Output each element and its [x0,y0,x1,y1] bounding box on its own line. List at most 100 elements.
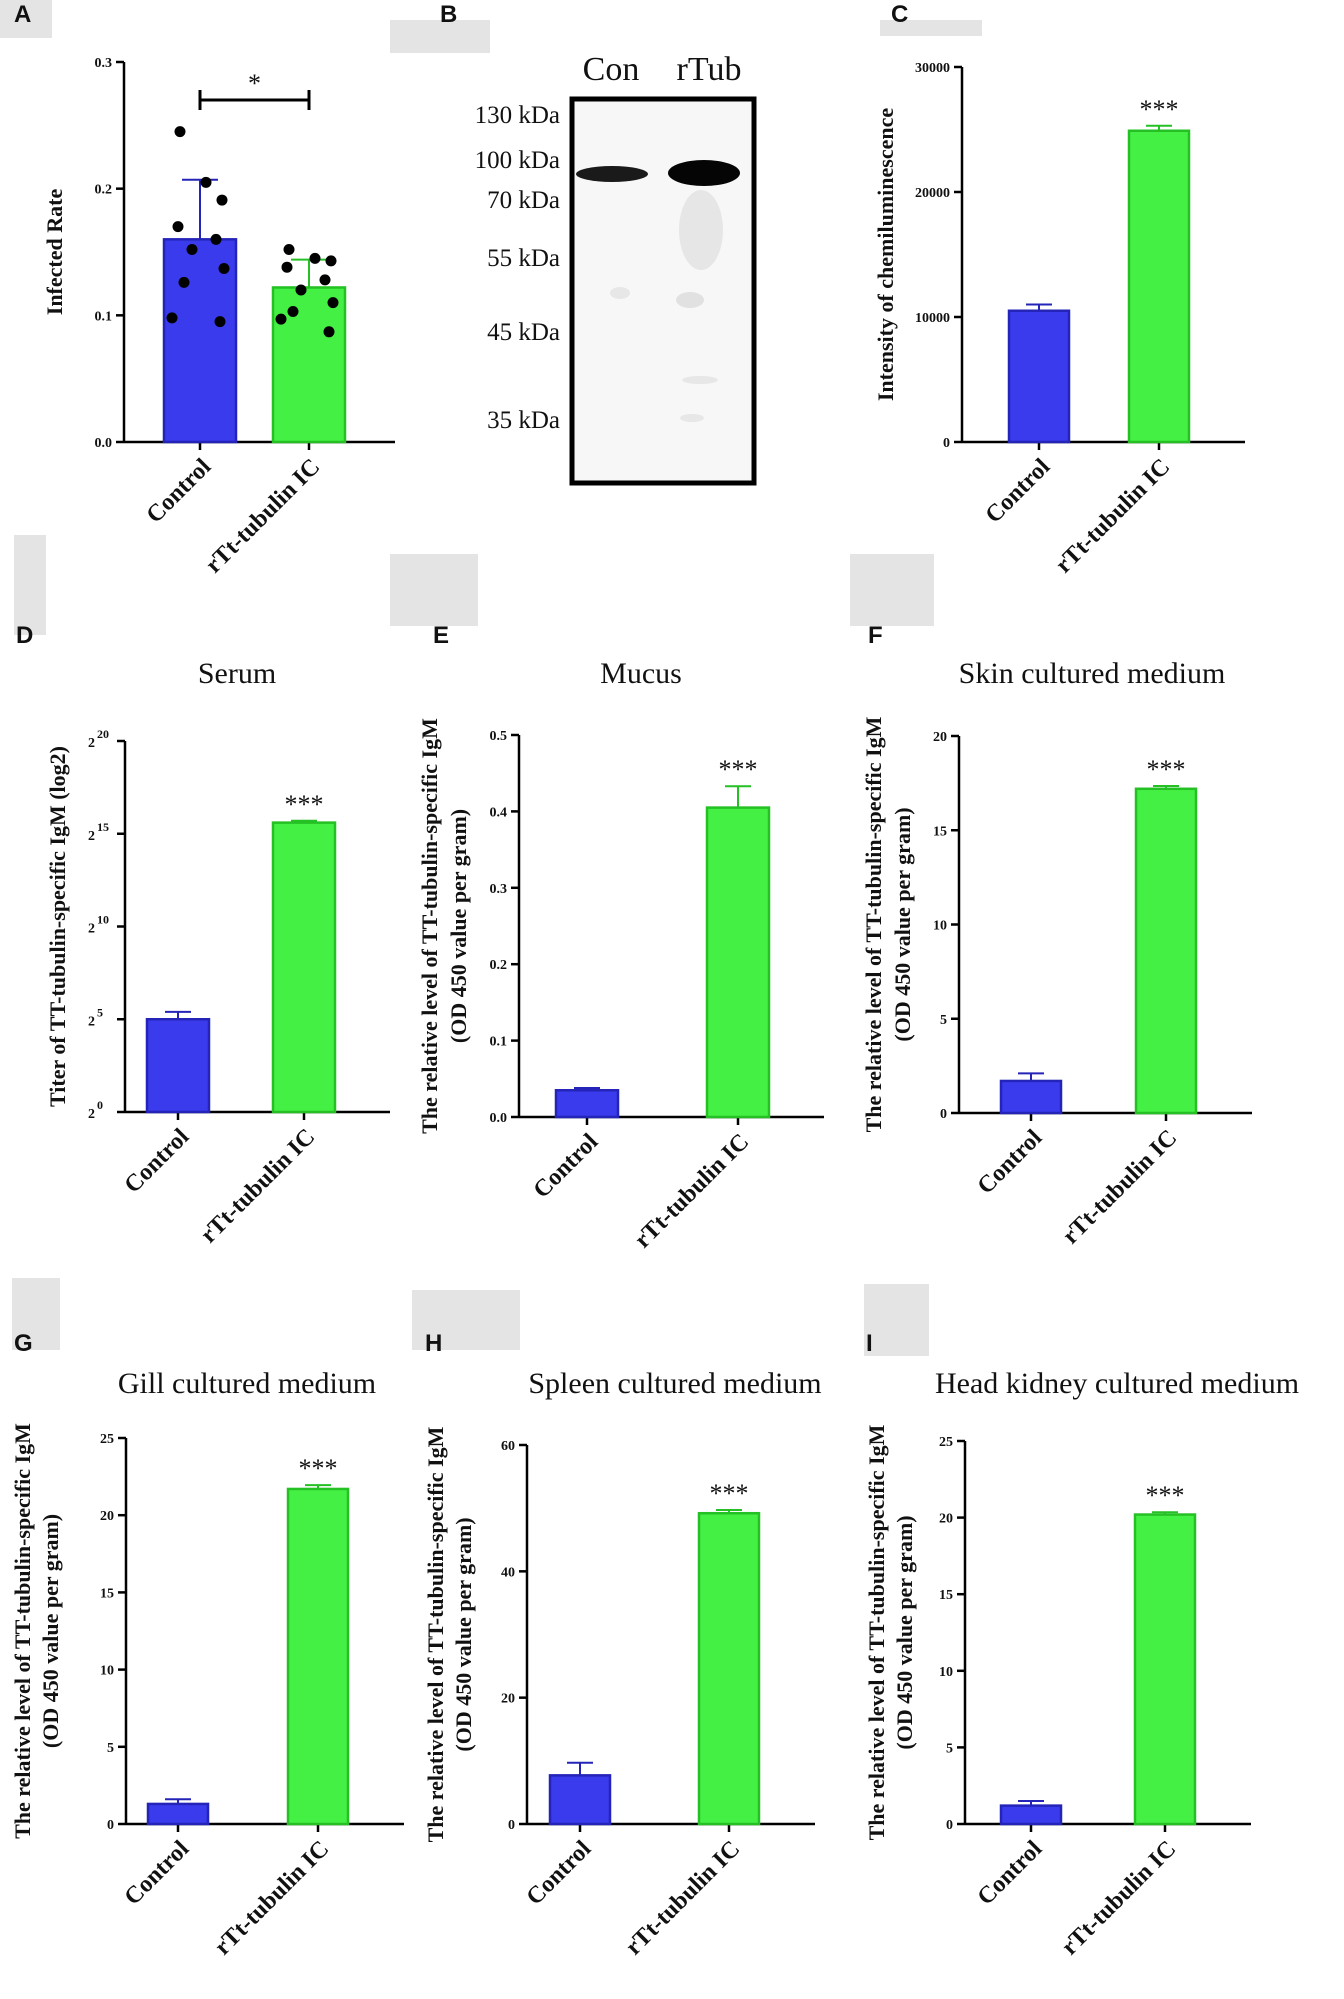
bar-rtt-tubulin-ic [705,806,771,1119]
y-tick-label: 5 [940,1013,947,1028]
bar-control [548,1774,612,1826]
data-point [200,176,212,188]
bar-rtt-tubulin-ic [1134,787,1198,1115]
y-tick-label: 20 [939,1512,953,1527]
panel-placeholder-box [864,1284,929,1356]
bar-rtt-tubulin-ic [271,821,337,1114]
y-tick-label: 0.3 [95,56,113,71]
panel-letter-f: F [868,622,883,649]
y-tick-label: 20 [100,1509,114,1524]
bar-rtt-tubulin-ic [286,1487,350,1826]
y-tick-label: 0.0 [490,1111,508,1126]
x-category-label: Control [522,1836,597,1911]
y-axis-subtitle: (OD 450 value per gram) [451,1517,476,1751]
panel-placeholder-box [390,20,490,53]
blot-lane-label-rtub: rTub [677,51,742,88]
data-point [309,252,321,264]
y-tick-label: 10 [939,1665,953,1680]
chart-title: Skin cultured medium [959,657,1226,690]
mw-marker-label: 45 kDa [487,319,560,346]
x-category-label: rTt-tubulin IC [1057,1836,1181,1960]
chart-title: Spleen cultured medium [528,1367,821,1400]
chart-title: Head kidney cultured medium [935,1367,1299,1400]
x-category-label: rTt-tubulin IC [621,1836,745,1960]
y-tick-label: 0.3 [490,882,508,897]
data-point [218,262,230,274]
y-tick-label: 10 [933,919,947,934]
data-point [186,243,198,255]
blot-smear [679,190,723,270]
y-tick-label: 0.2 [95,183,113,198]
y-tick-label: 15 [100,1586,114,1601]
panel-letter-a: A [14,1,31,28]
y-tick-label: 2 [88,1107,95,1122]
blot-smear [676,292,704,308]
y-tick-label: 15 [933,824,947,839]
mw-marker-label: 130 kDa [475,102,560,129]
y-axis-title: The relative level of TT-tubulin-specifi… [423,1426,448,1842]
x-category-label: rTt-tubulin IC [1058,1125,1182,1249]
y-tick-label: 0.1 [490,1035,508,1050]
y-axis-subtitle: (OD 450 value per gram) [38,1514,63,1748]
panel-letter-e: E [433,622,449,649]
data-point [216,194,228,206]
x-category-label: Control [973,1836,1048,1911]
data-point [281,261,293,273]
significance-label: *** [710,1479,749,1508]
y-tick-label: 0.4 [490,805,508,820]
blot-smear [682,376,718,384]
y-tick-label: 5 [107,1741,114,1756]
significance-label: *** [719,755,758,784]
data-point [327,297,339,309]
y-tick-exponent: 10 [97,913,109,927]
data-point [325,255,337,267]
panel-letter-c: C [891,1,908,28]
bar-rtt-tubulin-ic [271,286,347,444]
y-tick-label: 0 [946,1818,953,1833]
x-category-label: Control [981,454,1056,529]
x-category-label: Control [973,1125,1048,1200]
x-category-label: Control [142,454,217,529]
significance-label: * [248,69,261,98]
panel-letter-d: D [16,622,33,649]
y-tick-label: 5 [946,1741,953,1756]
y-axis-subtitle: (OD 450 value per gram) [890,807,915,1041]
mw-marker-label: 55 kDa [487,245,560,272]
bar-rtt-tubulin-ic [697,1511,761,1826]
chart-title: Gill cultured medium [118,1367,376,1400]
panel-letter-h: H [425,1330,442,1357]
chart-title: Mucus [600,657,682,690]
blot-smear [680,414,704,422]
y-tick-label: 0.0 [95,436,113,451]
data-point [178,276,190,288]
y-tick-exponent: 0 [97,1098,103,1112]
blot-band-con [576,166,648,182]
data-point [214,316,226,328]
y-axis-title: The relative level of TT-tubulin-specifi… [864,1424,889,1840]
data-point [323,326,335,338]
panel-placeholder-box [850,554,934,626]
y-tick-label: 25 [939,1435,953,1450]
y-axis-title: The relative level of TT-tubulin-specifi… [417,718,442,1134]
data-point [287,306,299,318]
blot-lane-label-con: Con [583,51,640,88]
y-tick-label: 0.5 [490,729,508,744]
x-category-label: Control [120,1124,195,1199]
y-axis-title: Intensity of chemiluminescence [873,108,898,402]
x-category-label: rTt-tubulin IC [196,1124,320,1248]
y-tick-label: 0 [508,1818,515,1833]
y-tick-label: 60 [501,1439,515,1454]
y-tick-label: 30000 [915,61,950,76]
panel-letter-i: I [866,1330,873,1357]
significance-label: *** [1146,1481,1185,1510]
bar-control [146,1802,210,1826]
bar-control [999,1079,1063,1115]
mw-marker-label: 70 kDa [487,187,560,214]
y-tick-exponent: 5 [97,1005,103,1019]
y-axis-title: Titer of TT-tubulin-specific IgM (log2) [45,746,70,1107]
y-tick-label: 40 [501,1565,515,1580]
x-category-label: rTt-tubulin IC [1051,454,1175,578]
data-point [275,313,287,325]
western-blot-panel: B Con rTub 130 kDa 100 kDa 70 kDa 55 kDa… [390,1,757,486]
